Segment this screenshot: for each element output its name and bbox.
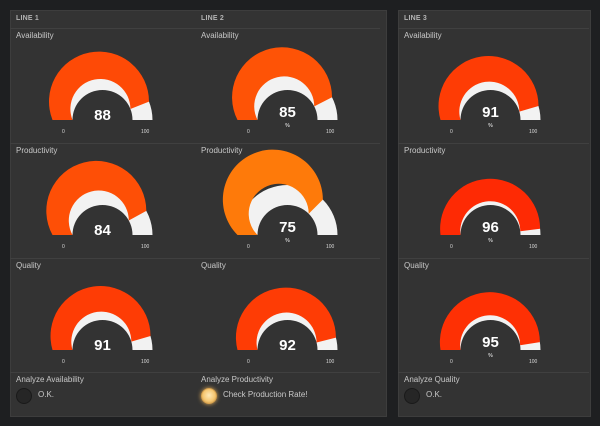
gauge-unit: % [285,123,290,129]
gauge-fill [50,286,151,350]
gauge-value: 91 [482,104,499,121]
analysis-indicator: Analyze Availability O.K. [10,375,195,409]
gauge-unit: % [285,238,290,244]
status-led-icon [201,388,217,404]
gauge-card: Availability 88 0 100 [10,28,195,142]
gauge-min-label: 0 [247,359,250,365]
analysis-indicator: Analyze Productivity Check Production Rat… [195,375,380,409]
metric-label: Availability [201,31,239,40]
analysis-label: Analyze Productivity [201,375,274,384]
analysis-label: Analyze Availability [16,375,84,384]
gauge-chart [222,149,338,235]
gauge-max-label: 100 [141,129,150,135]
gauge-value: 84 [94,222,111,239]
analysis-indicator: Analyze Quality O.K. [398,375,583,409]
gauge-chart [50,286,153,350]
gauge-fill [46,160,147,235]
gauge-chart [235,287,338,350]
gauge-card: Quality 95% 0 100 [398,258,583,372]
gauge-card: Productivity 75% 0 100 [195,143,380,257]
gauge-fill [439,292,540,350]
gauge-min-label: 0 [62,244,65,250]
row-divider [398,28,589,29]
row-divider [398,372,589,373]
row-divider [10,143,195,144]
gauge-chart [48,51,153,120]
gauge-card: Quality 92 0 100 [195,258,380,372]
gauge-chart [439,292,541,350]
row-divider [10,258,195,259]
gauge-unit: % [488,238,493,244]
gauge-min-label: 0 [62,129,65,135]
status-text: O.K. [426,390,443,399]
gauge-value: 85 [279,104,296,121]
gauge-max-label: 100 [529,129,538,135]
row-divider [195,143,380,144]
metric-label: Availability [404,31,442,40]
metric-label: Quality [16,261,41,270]
metric-label: Productivity [16,146,58,155]
row-divider [398,258,589,259]
gauge-fill [232,47,333,120]
status-text: O.K. [38,390,55,399]
gauge-unit: % [488,353,493,359]
gauge-card: Availability 91% 0 100 [398,28,583,142]
gauge-min-label: 0 [247,129,250,135]
gauge-card: Availability 85% 0 100 [195,28,380,142]
gauge-card: Quality 91 0 100 [10,258,195,372]
gauge-min-label: 0 [450,359,453,365]
line-title: LINE 1 [16,15,39,22]
gauge-fill [440,178,541,235]
gauge-value: 95 [482,334,499,351]
gauge-max-label: 100 [141,244,150,250]
gauge-chart [440,178,541,235]
metric-label: Productivity [201,146,243,155]
gauge-value: 92 [279,337,296,354]
gauge-max-label: 100 [141,359,150,365]
gauge-unit: % [488,123,493,129]
row-divider [398,143,589,144]
gauge-card: Productivity 96% 0 100 [398,143,583,257]
gauge-value: 91 [94,337,111,354]
row-divider [10,28,195,29]
gauge-max-label: 100 [529,359,538,365]
gauge-chart [232,47,338,120]
metric-label: Quality [201,261,226,270]
gauge-chart [46,160,153,235]
gauge-fill [222,149,323,235]
gauge-value: 75 [279,219,296,236]
line-title: LINE 2 [201,15,224,22]
status-led-icon [16,388,32,404]
analysis-label: Analyze Quality [404,375,460,384]
metric-label: Productivity [404,146,446,155]
status-led-icon [404,388,420,404]
gauge-value: 88 [94,107,111,124]
gauge-fill [235,287,336,350]
row-divider [195,372,380,373]
gauge-fill [438,56,539,120]
gauge-value: 96 [482,219,499,236]
metric-label: Availability [16,31,54,40]
gauge-fill [48,51,149,120]
gauge-max-label: 100 [326,359,335,365]
gauge-max-label: 100 [326,244,335,250]
row-divider [10,372,195,373]
gauge-min-label: 0 [450,244,453,250]
row-divider [195,258,380,259]
line-title: LINE 3 [404,15,427,22]
gauge-min-label: 0 [62,359,65,365]
gauge-min-label: 0 [247,244,250,250]
gauge-min-label: 0 [450,129,453,135]
gauge-max-label: 100 [326,129,335,135]
gauge-card: Productivity 84 0 100 [10,143,195,257]
metric-label: Quality [404,261,429,270]
row-divider [195,28,380,29]
gauge-chart [438,56,541,120]
gauge-max-label: 100 [529,244,538,250]
status-text: Check Production Rate! [223,390,308,399]
